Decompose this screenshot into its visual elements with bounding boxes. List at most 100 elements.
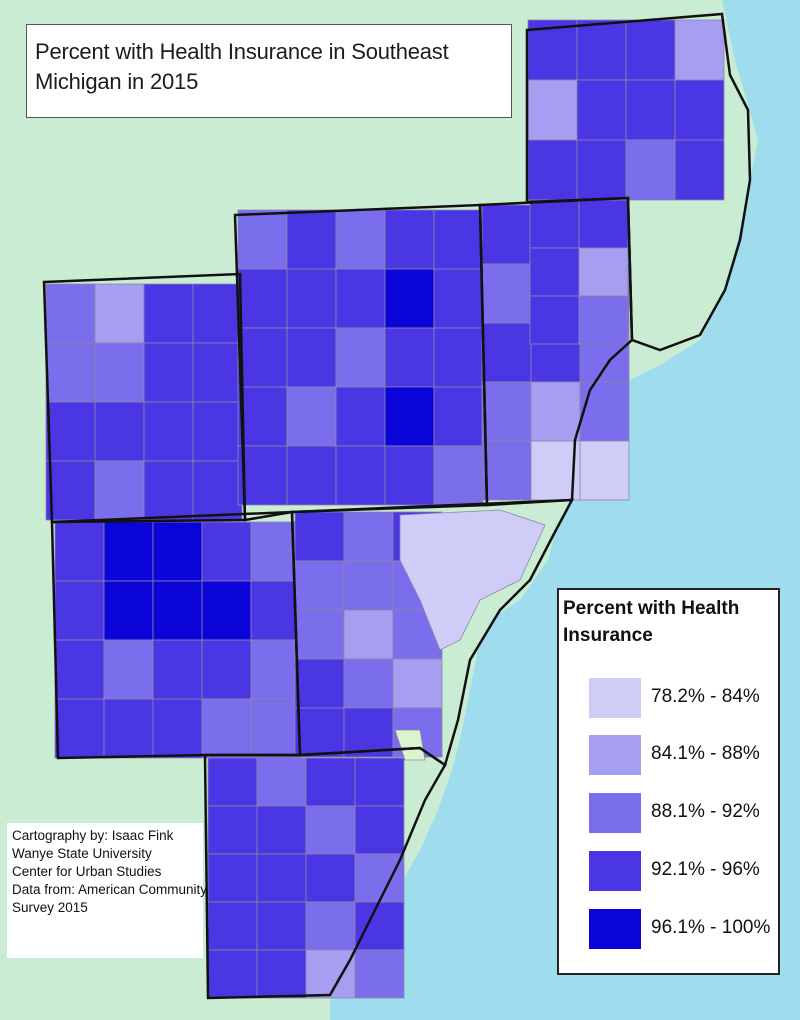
census-tract [305, 805, 356, 855]
census-tract [625, 79, 676, 141]
census-tract [54, 521, 105, 582]
legend-swatch [589, 678, 641, 718]
census-tract [576, 19, 627, 81]
census-tract [354, 757, 405, 807]
detroit-city [399, 509, 546, 651]
census-tract [335, 445, 386, 506]
census-tract [625, 19, 676, 81]
census-tract [250, 580, 301, 641]
census-tract [674, 19, 725, 81]
census-tract [54, 698, 105, 759]
census-tract [237, 445, 288, 506]
census-tract [294, 560, 345, 611]
census-tract [343, 560, 394, 611]
census-tract [152, 580, 203, 641]
census-tract [192, 401, 243, 462]
census-tract [433, 445, 484, 506]
legend-swatch [589, 851, 641, 891]
census-tract [294, 658, 345, 709]
census-tract [256, 949, 307, 999]
legend-item: 88.1% - 92% [589, 793, 774, 833]
census-tract [305, 949, 356, 999]
census-tract [305, 757, 356, 807]
monroe-county-border [203, 746, 447, 1000]
census-tract [45, 342, 96, 403]
census-tract [578, 247, 629, 297]
credits: Cartography by: Isaac Fink Wanye State U… [7, 823, 207, 958]
census-tract [294, 511, 345, 562]
census-tract [45, 460, 96, 521]
census-tract [143, 342, 194, 403]
census-tract [343, 609, 394, 660]
census-tract [294, 609, 345, 660]
census-tract [256, 805, 307, 855]
census-tract [305, 901, 356, 951]
credit-line: Cartography by: Isaac Fink [12, 828, 174, 843]
census-tract [579, 381, 630, 442]
census-tract [94, 401, 145, 462]
census-tract [354, 901, 405, 951]
census-tract [94, 460, 145, 521]
census-tract [335, 268, 386, 329]
legend-swatch [589, 735, 641, 775]
legend-item: 96.1% - 100% [589, 909, 774, 949]
census-tract [481, 263, 532, 324]
legend-swatch [589, 909, 641, 949]
credit-line: Survey 2015 [12, 900, 88, 915]
census-tract [384, 386, 435, 447]
census-tract [481, 381, 532, 442]
census-tract [576, 79, 627, 141]
census-tract [152, 639, 203, 700]
census-tract [286, 209, 337, 270]
census-tract [250, 639, 301, 700]
census-tract [54, 580, 105, 641]
census-tract [201, 639, 252, 700]
census-tract [674, 139, 725, 201]
census-tract [576, 139, 627, 201]
census-tract [103, 639, 154, 700]
census-tract [354, 805, 405, 855]
census-tract [305, 853, 356, 903]
census-tract [54, 639, 105, 700]
census-tract [143, 460, 194, 521]
census-tract [103, 521, 154, 582]
census-tract [237, 268, 288, 329]
census-tract [207, 805, 258, 855]
census-tract [286, 268, 337, 329]
census-tract [201, 698, 252, 759]
census-tract [481, 440, 532, 501]
census-tract [143, 283, 194, 344]
census-tract [143, 401, 194, 462]
counties [45, 19, 725, 999]
census-tract [384, 268, 435, 329]
legend-item: 78.2% - 84% [589, 678, 774, 718]
census-tract [256, 853, 307, 903]
census-tract [433, 268, 484, 329]
census-tract [237, 386, 288, 447]
census-tract [103, 580, 154, 641]
census-tract [250, 698, 301, 759]
census-tract [192, 342, 243, 403]
legend-label: 88.1% - 92% [651, 801, 760, 822]
credit-line: Wanye State University [12, 846, 152, 861]
legend-item: 92.1% - 96% [589, 851, 774, 891]
census-tract [286, 386, 337, 447]
census-tract [237, 209, 288, 270]
county-borders [42, 12, 752, 1000]
legend: Percent with Health Insurance 78.2% - 84… [557, 588, 780, 975]
census-tract [335, 327, 386, 388]
census-tract [527, 139, 578, 201]
census-tract [527, 79, 578, 141]
map-title: Percent with Health Insurance in Southea… [26, 24, 512, 118]
census-tract [256, 901, 307, 951]
census-tract [237, 327, 288, 388]
census-tract [529, 295, 580, 345]
census-tract [207, 901, 258, 951]
census-tract [103, 698, 154, 759]
legend-swatch [589, 793, 641, 833]
census-tract [286, 327, 337, 388]
census-tract [343, 658, 394, 709]
legend-label: 78.2% - 84% [651, 686, 760, 707]
census-tract [354, 853, 405, 903]
census-tract [207, 757, 258, 807]
